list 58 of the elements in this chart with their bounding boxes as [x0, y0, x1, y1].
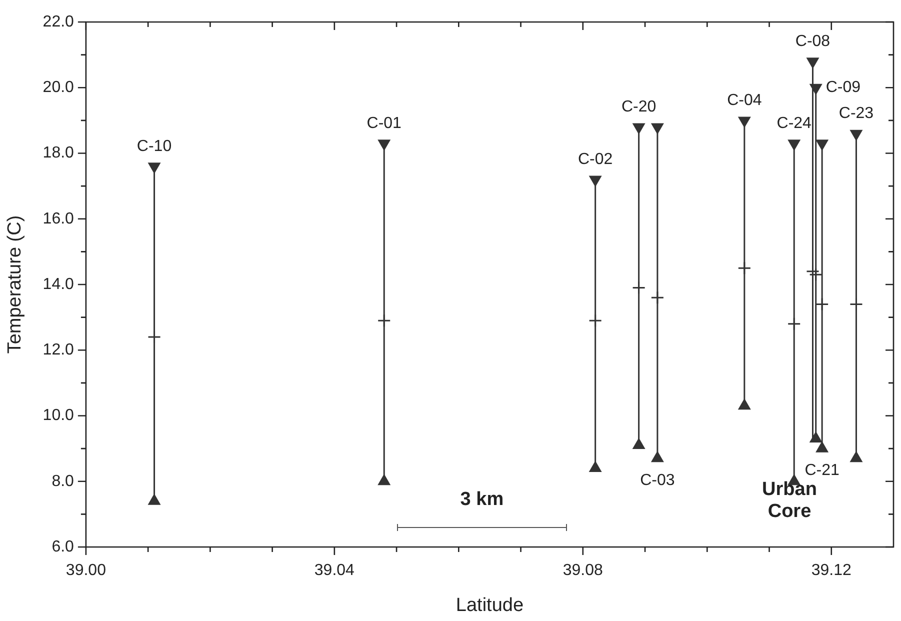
annotation: C-03 [640, 472, 675, 489]
point [850, 452, 862, 462]
y-tick-label: 22.0 [42, 13, 74, 30]
point [788, 140, 800, 150]
point [810, 84, 822, 94]
point [632, 438, 645, 450]
y-tick-label: 6.0 [52, 538, 74, 556]
annotation: C-24 [776, 114, 812, 132]
point [589, 462, 602, 472]
point [378, 474, 390, 486]
annotation: C-08 [795, 32, 830, 50]
annotation: C-23 [838, 104, 874, 122]
annotation: C-02 [578, 150, 613, 168]
x-tick-label: 39.00 [66, 562, 106, 580]
annotation: C-21 [804, 462, 840, 479]
annotation: C-01 [366, 114, 402, 132]
y-tick-label: 16.0 [42, 210, 74, 228]
point [148, 162, 160, 174]
point [738, 116, 750, 128]
annotation: C-09 [826, 79, 861, 96]
point [738, 261, 752, 275]
y-tick-label: 10.0 [42, 407, 74, 424]
point [148, 494, 160, 505]
y-tick-label: 12.0 [42, 342, 74, 359]
point [652, 123, 664, 134]
point [787, 317, 801, 331]
x-tick-label: 39.04 [314, 562, 355, 580]
point [806, 58, 819, 68]
x-tick-label: 39.08 [562, 562, 604, 580]
y-tick-label: 20.0 [42, 79, 74, 96]
point [378, 140, 390, 150]
point [809, 268, 823, 282]
point [810, 432, 822, 442]
x-tick-label: 39.12 [811, 562, 852, 580]
point [632, 123, 645, 134]
y-tick-label: 18.0 [42, 144, 74, 162]
point [815, 297, 829, 311]
point [738, 399, 750, 410]
point [652, 452, 664, 462]
point [589, 176, 602, 186]
point [148, 330, 162, 344]
point [588, 314, 602, 328]
y-axis-title: Temperature (C) [4, 215, 26, 354]
point [850, 130, 862, 140]
point [377, 314, 391, 328]
y-tick-label: 8.0 [52, 472, 74, 490]
point [849, 297, 863, 311]
annotation: C-10 [136, 138, 172, 155]
y-tick-label: 14.0 [42, 276, 74, 293]
annotation: Urban Core [761, 479, 818, 523]
point [816, 442, 828, 452]
annotation: C-04 [727, 92, 762, 109]
point [650, 290, 664, 304]
annotation: 3 km [459, 489, 505, 511]
point [632, 281, 646, 295]
point [816, 140, 828, 150]
x-axis-title: Latitude [456, 594, 524, 616]
annotation: C-20 [621, 98, 656, 116]
